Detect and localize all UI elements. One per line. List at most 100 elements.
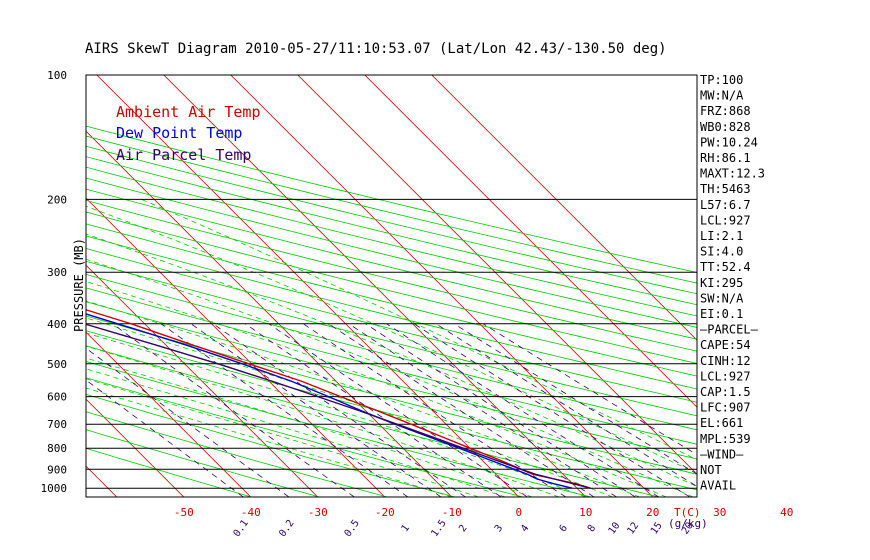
pressure-tick-label: 200 [47, 193, 67, 206]
isotherm-line [0, 75, 50, 497]
mixing-ratio-tick-label: 6 [558, 523, 570, 534]
mixing-ratio-tick-label: 4 [519, 523, 531, 534]
pressure-tick-label: 600 [47, 391, 67, 404]
mixing-ratio-line [86, 347, 290, 497]
dry-adiabat-line [86, 315, 697, 475]
mixing-ratio-tick-label: 1 [400, 523, 412, 534]
legend: Ambient Air Temp Dew Point Temp Air Parc… [116, 103, 261, 164]
pressure-tick-label: 100 [47, 69, 67, 82]
dry-adiabat-line [86, 248, 697, 403]
dry-adiabat-line [86, 393, 456, 497]
mixing-ratio-line [365, 323, 636, 497]
mixing-ratio-line [328, 323, 595, 497]
dry-adiabat-line [86, 301, 697, 460]
stability-index-item: WB0:828 [700, 120, 751, 134]
mixing-ratio-line [303, 323, 567, 497]
stability-index-item: FRZ:868 [700, 104, 751, 118]
mixing-ratio-tick-label: 0.1 [232, 518, 251, 539]
dry-adiabat-line [86, 377, 524, 497]
mixing-ratio-line [268, 323, 528, 497]
pressure-tick-label: 1000 [41, 482, 68, 495]
dry-adiabat-line [86, 156, 697, 306]
isotherm-line [230, 75, 654, 497]
moist-adiabat-line [86, 258, 694, 497]
stability-index-item: LCL:927 [700, 369, 751, 383]
temperature-tick-label: 30 [713, 506, 726, 519]
mixing-ratio-line [86, 379, 244, 497]
moist-adiabat-line [141, 199, 697, 461]
dry-adiabat-line [86, 211, 697, 364]
mixing-ratio-tick-label: 0.5 [343, 518, 362, 539]
temperature-unit-label: T(C) [674, 506, 701, 519]
mixing-ratio-tick-label: 2 [457, 523, 469, 534]
isotherm-line [96, 75, 520, 497]
stability-index-item: MW:N/A [700, 89, 744, 103]
y-axis-label: PRESSURE (MB) [72, 238, 86, 332]
plot-border [85, 74, 698, 498]
stability-index-item: EL:661 [700, 416, 743, 430]
stability-index-item: L57:6.7 [700, 198, 751, 212]
temperature-tick-label: -20 [375, 506, 395, 519]
pressure-tick-label: 500 [47, 358, 67, 371]
stability-index-item: LI:2.1 [700, 229, 743, 243]
stability-index-item: MAXT:12.3 [700, 167, 765, 181]
plot-frame [85, 74, 698, 498]
moist-adiabat-line [86, 280, 667, 497]
series-line-air-parcel-temp [86, 323, 591, 489]
mixing-ratio-tick-label: 15 [649, 520, 665, 536]
temperature-tick-label: -30 [308, 506, 328, 519]
stability-index-item: PW:10.24 [700, 135, 758, 149]
mixing-ratio-line [413, 323, 691, 497]
dry-adiabat-line [86, 361, 592, 497]
stability-index-item: NOT [700, 463, 722, 477]
temperature-tick-label: 0 [515, 506, 522, 519]
mixing-ratio-line [160, 323, 409, 497]
stability-index-item: AVAIL [700, 479, 736, 493]
dry-adiabat-line [86, 260, 697, 417]
moist-adiabat-line [86, 357, 533, 497]
pressure-tick-label: 300 [47, 266, 67, 279]
dry-adiabat-line [86, 177, 697, 328]
mixing-ratio-line [190, 323, 442, 497]
isotherm-line [86, 130, 453, 497]
pressure-tick-label: 900 [47, 463, 67, 476]
temperature-tick-label: 20 [646, 506, 659, 519]
stability-index-item: CAP:1.5 [700, 385, 751, 399]
moist-adiabat-line [86, 205, 697, 474]
legend-item-ambient-air-temp: Ambient Air Temp [116, 103, 261, 121]
temperature-tick-label: -40 [241, 506, 261, 519]
dry-adiabat-line [86, 411, 388, 497]
mixing-ratio-unit-label: (g/kg) [668, 517, 708, 530]
moist-adiabat-line [86, 233, 697, 487]
stability-index-item: CAPE:54 [700, 338, 751, 352]
dry-adiabat-line [86, 330, 697, 491]
mixing-ratio-tick-label: 10 [607, 520, 623, 536]
temperature-tick-label: -50 [174, 506, 194, 519]
dry-adiabat-line [86, 199, 697, 352]
dry-adiabat-line [86, 223, 697, 377]
temperature-tick-label: 10 [579, 506, 592, 519]
mixing-ratio-line [244, 323, 502, 497]
mixing-ratio-line [348, 323, 617, 497]
isotherm-line [364, 75, 697, 408]
temperature-tick-label: 40 [780, 506, 793, 519]
legend-item-air-parcel-temp: Air Parcel Temp [116, 146, 251, 164]
moist-adiabat-line [86, 387, 452, 497]
dry-adiabat-line [86, 447, 252, 497]
isotherm-line [86, 331, 252, 497]
dry-adiabat-line [86, 345, 660, 497]
stability-index-item: LFC:907 [700, 401, 751, 415]
dry-adiabat-line [86, 287, 697, 445]
isotherm-line [86, 398, 185, 497]
dry-adiabat-line [86, 135, 697, 284]
mixing-ratio-tick-label: 12 [625, 520, 641, 536]
data-series [86, 309, 591, 489]
chart-title: AIRS SkewT Diagram 2010-05-27/11:10:53.0… [85, 41, 667, 57]
mixing-ratio-tick-label: 0.2 [277, 518, 296, 539]
isotherm-line [163, 75, 587, 497]
dry-adiabat-line [86, 273, 697, 431]
pressure-tick-label: 400 [47, 318, 67, 331]
grid-lines [0, 75, 697, 497]
stability-index-item: TP:100 [700, 73, 743, 87]
